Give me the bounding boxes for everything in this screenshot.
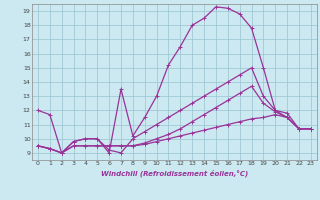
X-axis label: Windchill (Refroidissement éolien,°C): Windchill (Refroidissement éolien,°C) — [101, 169, 248, 177]
